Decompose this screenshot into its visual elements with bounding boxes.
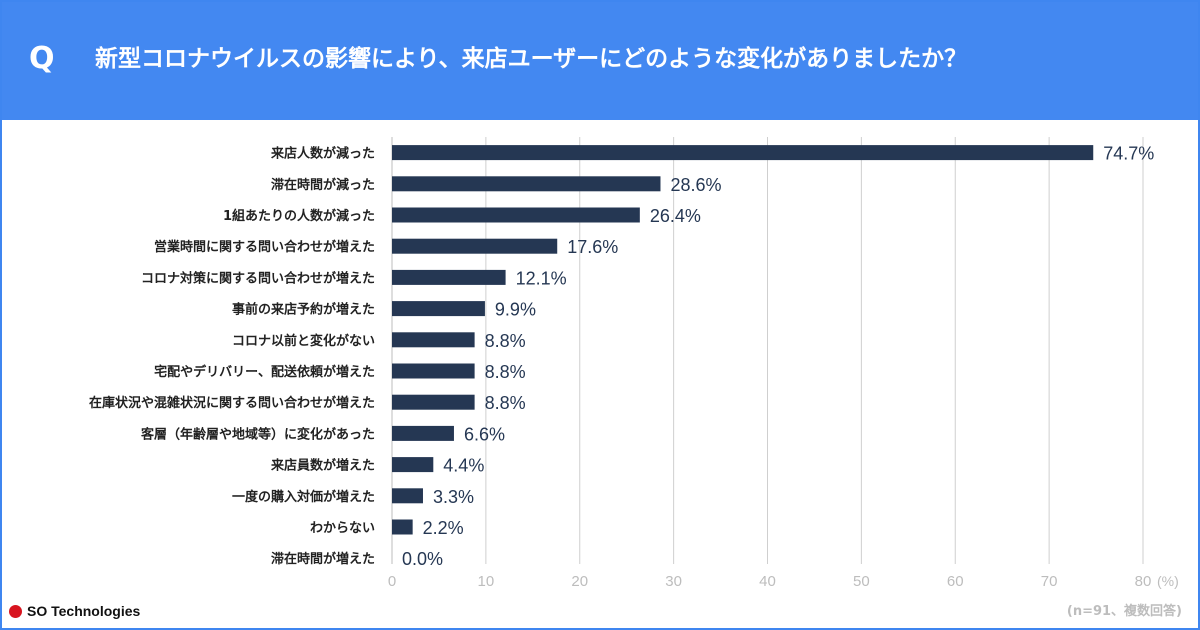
bar (392, 363, 475, 379)
bar (392, 176, 661, 192)
sample-note: (n=91、複数回答) (1066, 604, 1182, 619)
bar (392, 269, 506, 285)
x-tick-label: 50 (853, 573, 870, 590)
category-label: 滞在時間が増えた (271, 551, 375, 567)
value-label: 12.1% (516, 268, 567, 288)
logo-dot-icon (9, 604, 22, 618)
bar (392, 519, 413, 535)
bar (392, 457, 434, 473)
bar-chart: 来店人数が減った 74.7% 滞在時間が減った 28.6% 1組あたりの人数が減った 26… (89, 137, 1179, 590)
category-label: 来店員数が増えた (270, 458, 375, 474)
value-label: 0.0% (402, 549, 443, 569)
value-label: 17.6% (567, 237, 618, 257)
bar (392, 488, 423, 504)
value-label: 4.4% (443, 456, 484, 476)
bar (392, 238, 558, 254)
category-label: コロナ以前と変化がない (232, 333, 375, 349)
category-label: 客層（年齢層や地域等）に変化があった (141, 426, 375, 442)
company-logo: SO Technologies (9, 603, 140, 619)
bar (392, 145, 1094, 161)
category-label: 来店人数が減った (270, 146, 375, 162)
bar (392, 332, 475, 348)
question-mark-label: Q (29, 41, 55, 76)
category-label: 宅配やデリバリー、配送依頼が増えた (154, 364, 375, 380)
x-axis-unit: (%) (1157, 573, 1179, 589)
category-label: 営業時間に関する問い合わせが増えた (154, 239, 375, 255)
category-label: 一度の購入対価が増えた (232, 489, 375, 505)
category-label: 事前の来店予約が増えた (232, 302, 375, 318)
category-label: 1組あたりの人数が減った (223, 208, 375, 224)
value-label: 8.8% (485, 393, 526, 413)
category-label: 在庫状況や混雑状況に関する問い合わせが増えた (89, 395, 375, 411)
x-tick-label: 60 (947, 573, 964, 590)
x-tick-label: 20 (571, 573, 588, 590)
value-label: 8.8% (485, 362, 526, 382)
value-label: 3.3% (433, 487, 474, 507)
x-tick-label: 30 (665, 573, 682, 590)
category-label: 滞在時間が減った (271, 177, 375, 193)
category-label: コロナ対策に関する問い合わせが増えた (141, 270, 375, 286)
bar (392, 301, 485, 317)
x-tick-label: 40 (759, 573, 776, 590)
x-tick-label: 70 (1041, 573, 1058, 590)
x-tick-label: 10 (478, 573, 495, 590)
bar (392, 425, 454, 441)
x-tick-label: 0 (388, 573, 396, 590)
value-label: 74.7% (1103, 144, 1154, 164)
bar (392, 207, 640, 223)
value-label: 28.6% (670, 175, 721, 195)
header-banner: Q 新型コロナウイルスの影響により、来店ユーザーにどのような変化がありましたか？ (0, 0, 1200, 120)
value-label: 2.2% (423, 518, 464, 538)
value-label: 6.6% (464, 424, 505, 444)
logo-text: SO Technologies (27, 603, 141, 619)
question-title: 新型コロナウイルスの影響により、来店ユーザーにどのような変化がありましたか？ (95, 46, 968, 72)
value-label: 9.9% (495, 300, 536, 320)
value-label: 8.8% (485, 331, 526, 351)
x-tick-label: 80 (1135, 573, 1152, 590)
bar (392, 394, 475, 410)
category-label: わからない (310, 521, 375, 536)
value-label: 26.4% (650, 206, 701, 226)
